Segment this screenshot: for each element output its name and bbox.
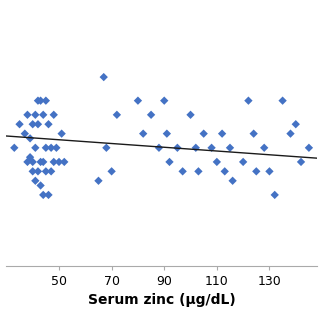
- Point: [43, 145, 48, 150]
- Point: [96, 178, 101, 183]
- Point: [175, 145, 180, 150]
- Point: [36, 169, 41, 174]
- Point: [38, 98, 43, 103]
- Point: [51, 159, 56, 164]
- Point: [46, 122, 51, 127]
- Point: [49, 145, 54, 150]
- Point: [28, 136, 33, 141]
- Point: [28, 155, 33, 160]
- Point: [222, 169, 227, 174]
- Point: [188, 112, 193, 117]
- Point: [162, 98, 167, 103]
- Point: [246, 98, 251, 103]
- Point: [41, 159, 46, 164]
- Point: [267, 169, 272, 174]
- Point: [193, 145, 198, 150]
- Point: [272, 192, 277, 197]
- Point: [209, 145, 214, 150]
- Point: [214, 159, 220, 164]
- Point: [46, 192, 51, 197]
- Point: [262, 145, 267, 150]
- Point: [38, 159, 43, 164]
- Point: [148, 112, 154, 117]
- Point: [180, 169, 185, 174]
- Point: [196, 169, 201, 174]
- Point: [280, 98, 285, 103]
- Point: [43, 169, 48, 174]
- Point: [254, 169, 259, 174]
- Point: [41, 192, 46, 197]
- Point: [104, 145, 109, 150]
- Point: [30, 122, 35, 127]
- Point: [293, 122, 298, 127]
- Point: [17, 122, 22, 127]
- Point: [228, 145, 233, 150]
- Point: [38, 183, 43, 188]
- Point: [164, 131, 169, 136]
- Point: [30, 169, 35, 174]
- Point: [135, 98, 140, 103]
- Point: [306, 145, 311, 150]
- Point: [33, 178, 38, 183]
- Point: [36, 98, 41, 103]
- X-axis label: Serum zinc (μg/dL): Serum zinc (μg/dL): [88, 293, 236, 307]
- Point: [25, 112, 30, 117]
- Point: [251, 131, 256, 136]
- Point: [49, 169, 54, 174]
- Point: [54, 145, 59, 150]
- Point: [140, 131, 146, 136]
- Point: [230, 178, 235, 183]
- Point: [51, 112, 56, 117]
- Point: [220, 131, 225, 136]
- Point: [30, 159, 35, 164]
- Point: [22, 131, 28, 136]
- Point: [167, 159, 172, 164]
- Point: [109, 169, 114, 174]
- Point: [299, 159, 304, 164]
- Point: [156, 145, 162, 150]
- Point: [43, 98, 48, 103]
- Point: [12, 145, 17, 150]
- Point: [33, 112, 38, 117]
- Point: [59, 131, 64, 136]
- Point: [36, 122, 41, 127]
- Point: [62, 159, 67, 164]
- Point: [41, 112, 46, 117]
- Point: [288, 131, 293, 136]
- Point: [33, 145, 38, 150]
- Point: [25, 159, 30, 164]
- Point: [56, 159, 61, 164]
- Point: [101, 75, 106, 80]
- Point: [241, 159, 246, 164]
- Point: [114, 112, 119, 117]
- Point: [201, 131, 206, 136]
